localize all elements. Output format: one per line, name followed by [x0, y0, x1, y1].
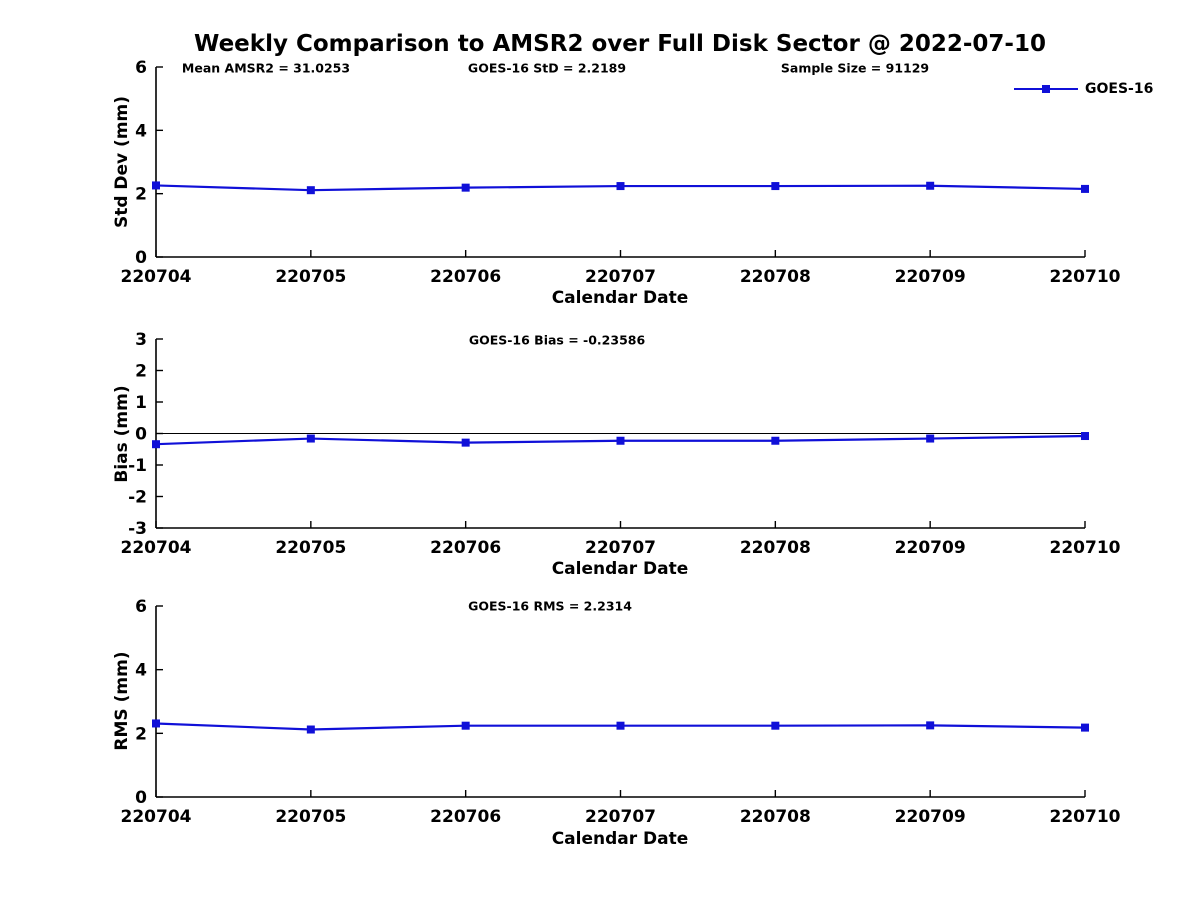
x-axis-tick-label: 220708 — [740, 807, 811, 827]
y-axis-tick-label: 2 — [135, 362, 147, 382]
y-axis-tick-label: 0 — [135, 788, 147, 808]
data-point-marker — [461, 721, 470, 730]
ylabel-bias: Bias (mm) — [112, 385, 132, 483]
x-axis-tick-label: 220706 — [430, 538, 501, 558]
data-point-marker — [771, 721, 780, 730]
xlabel-calendar-date-3: Calendar Date — [551, 829, 689, 849]
data-point-marker — [461, 438, 470, 447]
y-axis-tick-label: -1 — [128, 456, 147, 476]
y-axis-tick-label: 1 — [135, 393, 147, 413]
xlabel-calendar-date-1: Calendar Date — [551, 288, 689, 308]
y-axis-tick-label: 0 — [135, 248, 147, 268]
annotation-goes16-rms: GOES-16 RMS = 2.2314 — [468, 598, 632, 614]
x-axis-tick-label: 220710 — [1050, 807, 1121, 827]
x-axis-tick-label: 220709 — [895, 538, 966, 558]
data-point-marker — [1081, 432, 1089, 441]
x-axis-tick-label: 220706 — [430, 807, 501, 827]
x-axis-tick-label: 220710 — [1050, 267, 1121, 287]
y-axis-tick-label: 0 — [135, 425, 147, 445]
y-axis-tick-label: 6 — [135, 58, 147, 78]
annotation-goes16-bias: GOES-16 Bias = -0.23586 — [468, 332, 646, 348]
y-axis-tick-label: -3 — [128, 519, 147, 539]
annotation-mean-amsr2: Mean AMSR2 = 31.0253 — [181, 60, 351, 76]
data-point-marker — [771, 436, 780, 445]
y-axis-tick-label: 2 — [135, 185, 147, 205]
x-axis-tick-label: 220706 — [430, 267, 501, 287]
x-axis-tick-label: 220708 — [740, 538, 811, 558]
legend-label: GOES-16 — [1085, 81, 1154, 97]
data-point-marker — [926, 721, 935, 730]
x-axis-tick-label: 220709 — [895, 267, 966, 287]
y-axis-tick-label: 6 — [135, 597, 147, 617]
data-point-marker — [306, 434, 315, 443]
ylabel-std-dev: Std Dev (mm) — [112, 95, 132, 229]
x-axis-tick-label: 220707 — [585, 807, 656, 827]
x-axis-tick-label: 220707 — [585, 267, 656, 287]
x-axis-tick-label: 220707 — [585, 538, 656, 558]
x-axis-tick-label: 220705 — [275, 807, 346, 827]
data-point-marker — [616, 721, 625, 730]
xlabel-calendar-date-2: Calendar Date — [551, 559, 689, 579]
data-point-marker — [1081, 184, 1089, 193]
y-axis-tick-label: 2 — [135, 724, 147, 744]
annotation-goes16-std: GOES-16 StD = 2.2189 — [467, 60, 627, 76]
data-point-marker — [616, 436, 625, 445]
data-point-marker — [616, 182, 625, 191]
legend-marker-icon — [1042, 85, 1050, 93]
y-axis-tick-label: 3 — [135, 330, 147, 350]
x-axis-tick-label: 220704 — [121, 807, 192, 827]
annotation-sample-size: Sample Size = 91129 — [780, 60, 930, 76]
y-axis-tick-label: 4 — [135, 661, 147, 681]
data-point-marker — [306, 186, 315, 195]
legend: GOES-16 — [1014, 81, 1153, 97]
data-point-marker — [152, 181, 160, 190]
x-axis-tick-label: 220705 — [275, 538, 346, 558]
data-point-marker — [152, 719, 160, 728]
y-axis-tick-label: 4 — [135, 121, 147, 141]
figure-title: Weekly Comparison to AMSR2 over Full Dis… — [194, 31, 1046, 57]
ylabel-rms: RMS (mm) — [112, 651, 132, 751]
x-axis-tick-label: 220708 — [740, 267, 811, 287]
data-point-marker — [152, 440, 160, 449]
data-point-marker — [306, 725, 315, 734]
x-axis-tick-label: 220709 — [895, 807, 966, 827]
data-point-marker — [461, 183, 470, 192]
x-axis-tick-label: 220704 — [121, 538, 192, 558]
x-axis-tick-label: 220704 — [121, 267, 192, 287]
data-point-marker — [771, 182, 780, 191]
data-point-marker — [1081, 723, 1089, 732]
legend-line-sample — [1014, 85, 1078, 93]
y-axis-tick-label: -2 — [128, 488, 147, 508]
x-axis-tick-label: 220705 — [275, 267, 346, 287]
x-axis-tick-label: 220710 — [1050, 538, 1121, 558]
data-point-marker — [926, 434, 935, 443]
data-point-marker — [926, 181, 935, 190]
